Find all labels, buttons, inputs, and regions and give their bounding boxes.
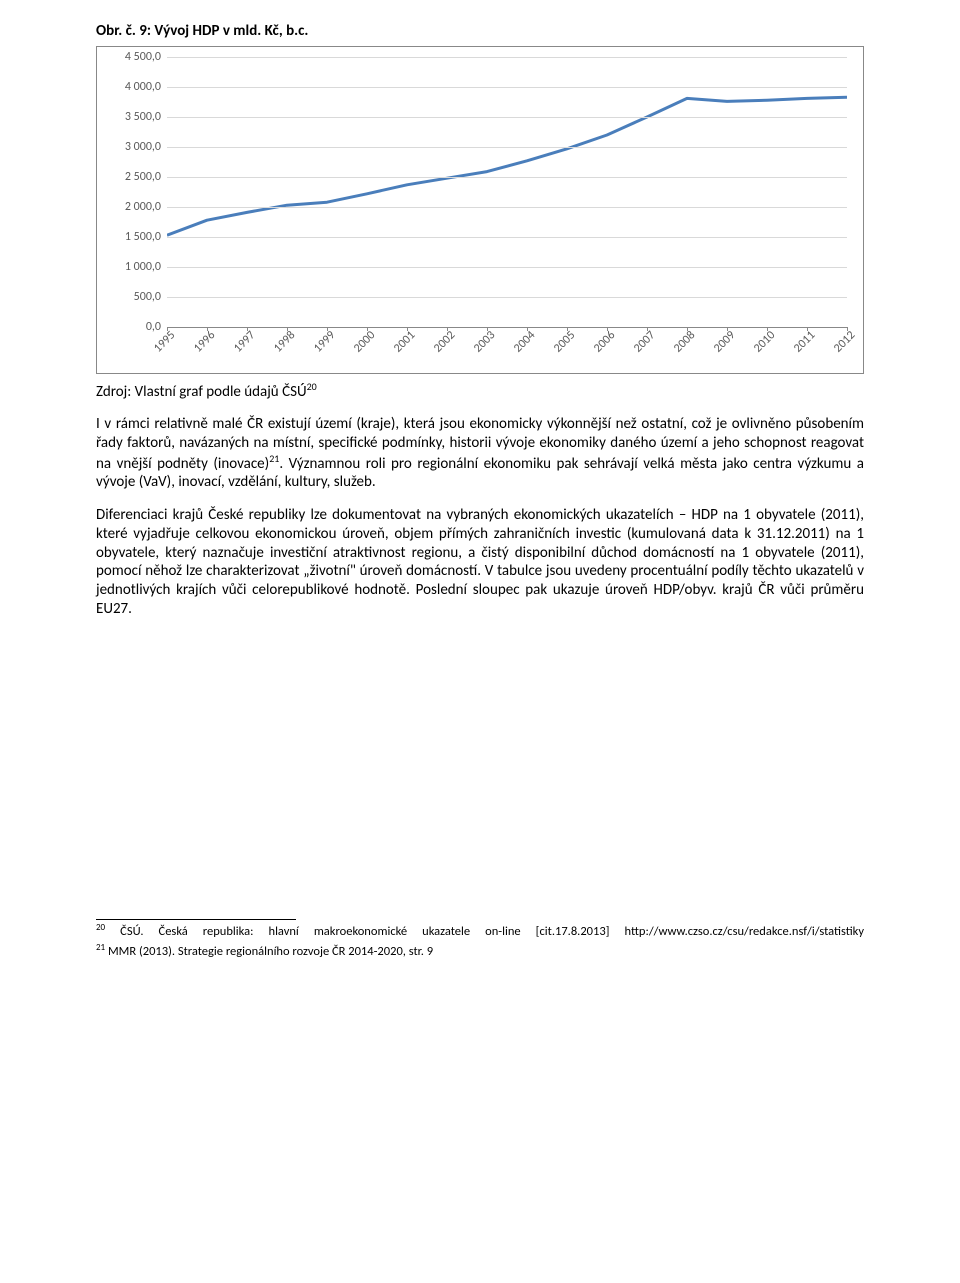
footnote-separator: [96, 919, 296, 920]
y-axis-label: 3 500,0: [125, 110, 167, 124]
source-footnote-ref: 20: [307, 380, 317, 393]
y-axis-label: 2 500,0: [125, 170, 167, 184]
x-axis-label: 1998: [270, 327, 299, 356]
footnote-1: 20 ČSÚ. Česká republika: hlavní makroeko…: [96, 922, 864, 940]
footnote-2-text: MMR (2013). Strategie regionálního rozvo…: [105, 944, 433, 959]
gridline: [167, 237, 847, 238]
x-axis-label: 2011: [790, 327, 819, 356]
paragraph-1-footnote-ref: 21: [269, 452, 279, 465]
footnote-1-ref: 20: [96, 922, 105, 933]
y-axis-label: 2 000,0: [125, 200, 167, 214]
x-axis-label: 2012: [830, 327, 859, 356]
y-axis-label: 1 500,0: [125, 230, 167, 244]
gridline: [167, 117, 847, 118]
y-axis-label: 1 000,0: [125, 260, 167, 274]
y-axis-label: 4 500,0: [125, 50, 167, 64]
x-axis-label: 1999: [310, 327, 339, 356]
chart-line: [167, 57, 847, 327]
gridline: [167, 267, 847, 268]
x-axis-label: 2007: [630, 327, 659, 356]
footnote-1-text: ČSÚ. Česká republika: hlavní makroekonom…: [105, 924, 864, 939]
x-axis-label: 2010: [750, 327, 779, 356]
x-axis-label: 2003: [470, 327, 499, 356]
paragraph-2: Diferenciaci krajů České republiky lze d…: [96, 506, 864, 619]
source-text: Zdroj: Vlastní graf podle údajů ČSÚ: [96, 383, 307, 401]
x-axis-label: 2001: [390, 327, 419, 356]
gridline: [167, 87, 847, 88]
paragraph-1: I v rámci relativně malé ČR existují úze…: [96, 415, 864, 492]
x-axis-label: 2009: [710, 327, 739, 356]
x-axis-label: 2000: [350, 327, 379, 356]
gridline: [167, 207, 847, 208]
x-axis-label: 2002: [430, 327, 459, 356]
footnote-2: 21 MMR (2013). Strategie regionálního ro…: [96, 942, 864, 960]
x-axis-label: 2005: [550, 327, 579, 356]
y-axis-label: 500,0: [134, 290, 167, 304]
chart-source: Zdroj: Vlastní graf podle údajů ČSÚ20: [96, 380, 864, 401]
x-axis-label: 2008: [670, 327, 699, 356]
x-axis-label: 1996: [190, 327, 219, 356]
y-axis-label: 3 000,0: [125, 140, 167, 154]
x-axis-label: 2006: [590, 327, 619, 356]
x-axis-label: 2004: [510, 327, 539, 356]
y-axis-label: 4 000,0: [125, 80, 167, 94]
gridline: [167, 177, 847, 178]
figure-title: Obr. č. 9: Vývoj HDP v mld. Kč, b.c.: [96, 22, 864, 40]
footnote-2-ref: 21: [96, 942, 105, 953]
gridline: [167, 327, 847, 328]
plot-area: 0,0500,01 000,01 500,02 000,02 500,03 00…: [167, 57, 847, 327]
gridline: [167, 147, 847, 148]
hdp-line-chart: 0,0500,01 000,01 500,02 000,02 500,03 00…: [96, 46, 864, 374]
x-axis-label: 1997: [230, 327, 259, 356]
gridline: [167, 297, 847, 298]
gridline: [167, 57, 847, 58]
